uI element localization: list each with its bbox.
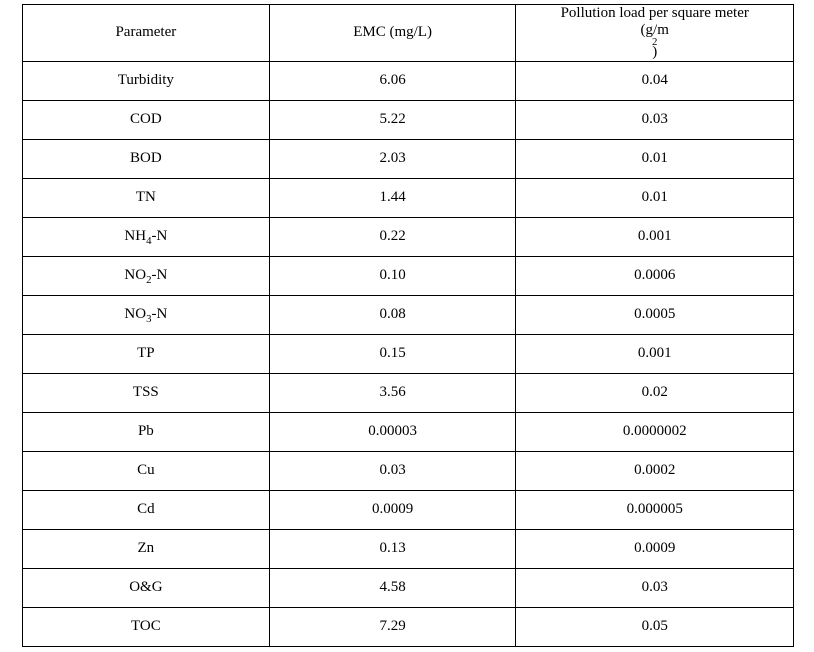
cell-load: 0.01 bbox=[516, 139, 794, 178]
table-row: Cd0.00090.000005 bbox=[23, 490, 794, 529]
cell-load: 0.02 bbox=[516, 373, 794, 412]
col-header-load-lines: Pollution load per square meter(g/m2) bbox=[516, 5, 793, 61]
cell-emc: 6.06 bbox=[269, 61, 516, 100]
cell-load: 0.04 bbox=[516, 61, 794, 100]
cell-emc: 3.56 bbox=[269, 373, 516, 412]
cell-emc: 0.08 bbox=[269, 295, 516, 334]
cell-parameter: TP bbox=[23, 334, 270, 373]
cell-parameter: O&G bbox=[23, 568, 270, 607]
col-header-load: Pollution load per square meter(g/m2) bbox=[516, 5, 794, 62]
table-row: TSS3.560.02 bbox=[23, 373, 794, 412]
cell-load: 0.03 bbox=[516, 100, 794, 139]
col-header-parameter: Parameter bbox=[23, 5, 270, 62]
cell-parameter: Zn bbox=[23, 529, 270, 568]
cell-parameter: Pb bbox=[23, 412, 270, 451]
table-row: TN1.440.01 bbox=[23, 178, 794, 217]
cell-load: 0.0009 bbox=[516, 529, 794, 568]
cell-emc: 2.03 bbox=[269, 139, 516, 178]
table-body: Turbidity6.060.04COD5.220.03BOD2.030.01T… bbox=[23, 61, 794, 646]
cell-emc: 4.58 bbox=[269, 568, 516, 607]
cell-parameter: TOC bbox=[23, 607, 270, 646]
cell-parameter: NO3-N bbox=[23, 295, 270, 334]
table-row: TP0.150.001 bbox=[23, 334, 794, 373]
table-row: NH4-N0.220.001 bbox=[23, 217, 794, 256]
cell-emc: 0.10 bbox=[269, 256, 516, 295]
cell-emc: 7.29 bbox=[269, 607, 516, 646]
cell-parameter: Cu bbox=[23, 451, 270, 490]
cell-emc: 0.22 bbox=[269, 217, 516, 256]
cell-emc: 1.44 bbox=[269, 178, 516, 217]
pollution-table: Parameter EMC (mg/L) Pollution load per … bbox=[22, 4, 794, 647]
cell-load: 0.05 bbox=[516, 607, 794, 646]
cell-load: 0.000005 bbox=[516, 490, 794, 529]
cell-load: 0.0005 bbox=[516, 295, 794, 334]
table-row: TOC7.290.05 bbox=[23, 607, 794, 646]
cell-emc: 0.0009 bbox=[269, 490, 516, 529]
cell-load: 0.0006 bbox=[516, 256, 794, 295]
table-head: Parameter EMC (mg/L) Pollution load per … bbox=[23, 5, 794, 62]
cell-emc: 0.00003 bbox=[269, 412, 516, 451]
cell-load: 0.0000002 bbox=[516, 412, 794, 451]
cell-parameter: TN bbox=[23, 178, 270, 217]
table-row: O&G4.580.03 bbox=[23, 568, 794, 607]
page: Parameter EMC (mg/L) Pollution load per … bbox=[0, 0, 814, 652]
col-header-emc: EMC (mg/L) bbox=[269, 5, 516, 62]
table-row: NO2-N0.100.0006 bbox=[23, 256, 794, 295]
table-row: Cu0.030.0002 bbox=[23, 451, 794, 490]
table-row: BOD2.030.01 bbox=[23, 139, 794, 178]
table-row: Pb0.000030.0000002 bbox=[23, 412, 794, 451]
cell-emc: 0.13 bbox=[269, 529, 516, 568]
cell-parameter: COD bbox=[23, 100, 270, 139]
cell-load: 0.03 bbox=[516, 568, 794, 607]
cell-load: 0.0002 bbox=[516, 451, 794, 490]
cell-emc: 0.15 bbox=[269, 334, 516, 373]
cell-emc: 5.22 bbox=[269, 100, 516, 139]
cell-load: 0.01 bbox=[516, 178, 794, 217]
table-row: COD5.220.03 bbox=[23, 100, 794, 139]
cell-parameter: BOD bbox=[23, 139, 270, 178]
cell-parameter: Cd bbox=[23, 490, 270, 529]
cell-parameter: NO2-N bbox=[23, 256, 270, 295]
cell-parameter: NH4-N bbox=[23, 217, 270, 256]
cell-load: 0.001 bbox=[516, 217, 794, 256]
cell-emc: 0.03 bbox=[269, 451, 516, 490]
header-row: Parameter EMC (mg/L) Pollution load per … bbox=[23, 5, 794, 62]
table-row: NO3-N0.080.0005 bbox=[23, 295, 794, 334]
cell-parameter: TSS bbox=[23, 373, 270, 412]
cell-parameter: Turbidity bbox=[23, 61, 270, 100]
cell-load: 0.001 bbox=[516, 334, 794, 373]
table-row: Turbidity6.060.04 bbox=[23, 61, 794, 100]
table-row: Zn0.130.0009 bbox=[23, 529, 794, 568]
